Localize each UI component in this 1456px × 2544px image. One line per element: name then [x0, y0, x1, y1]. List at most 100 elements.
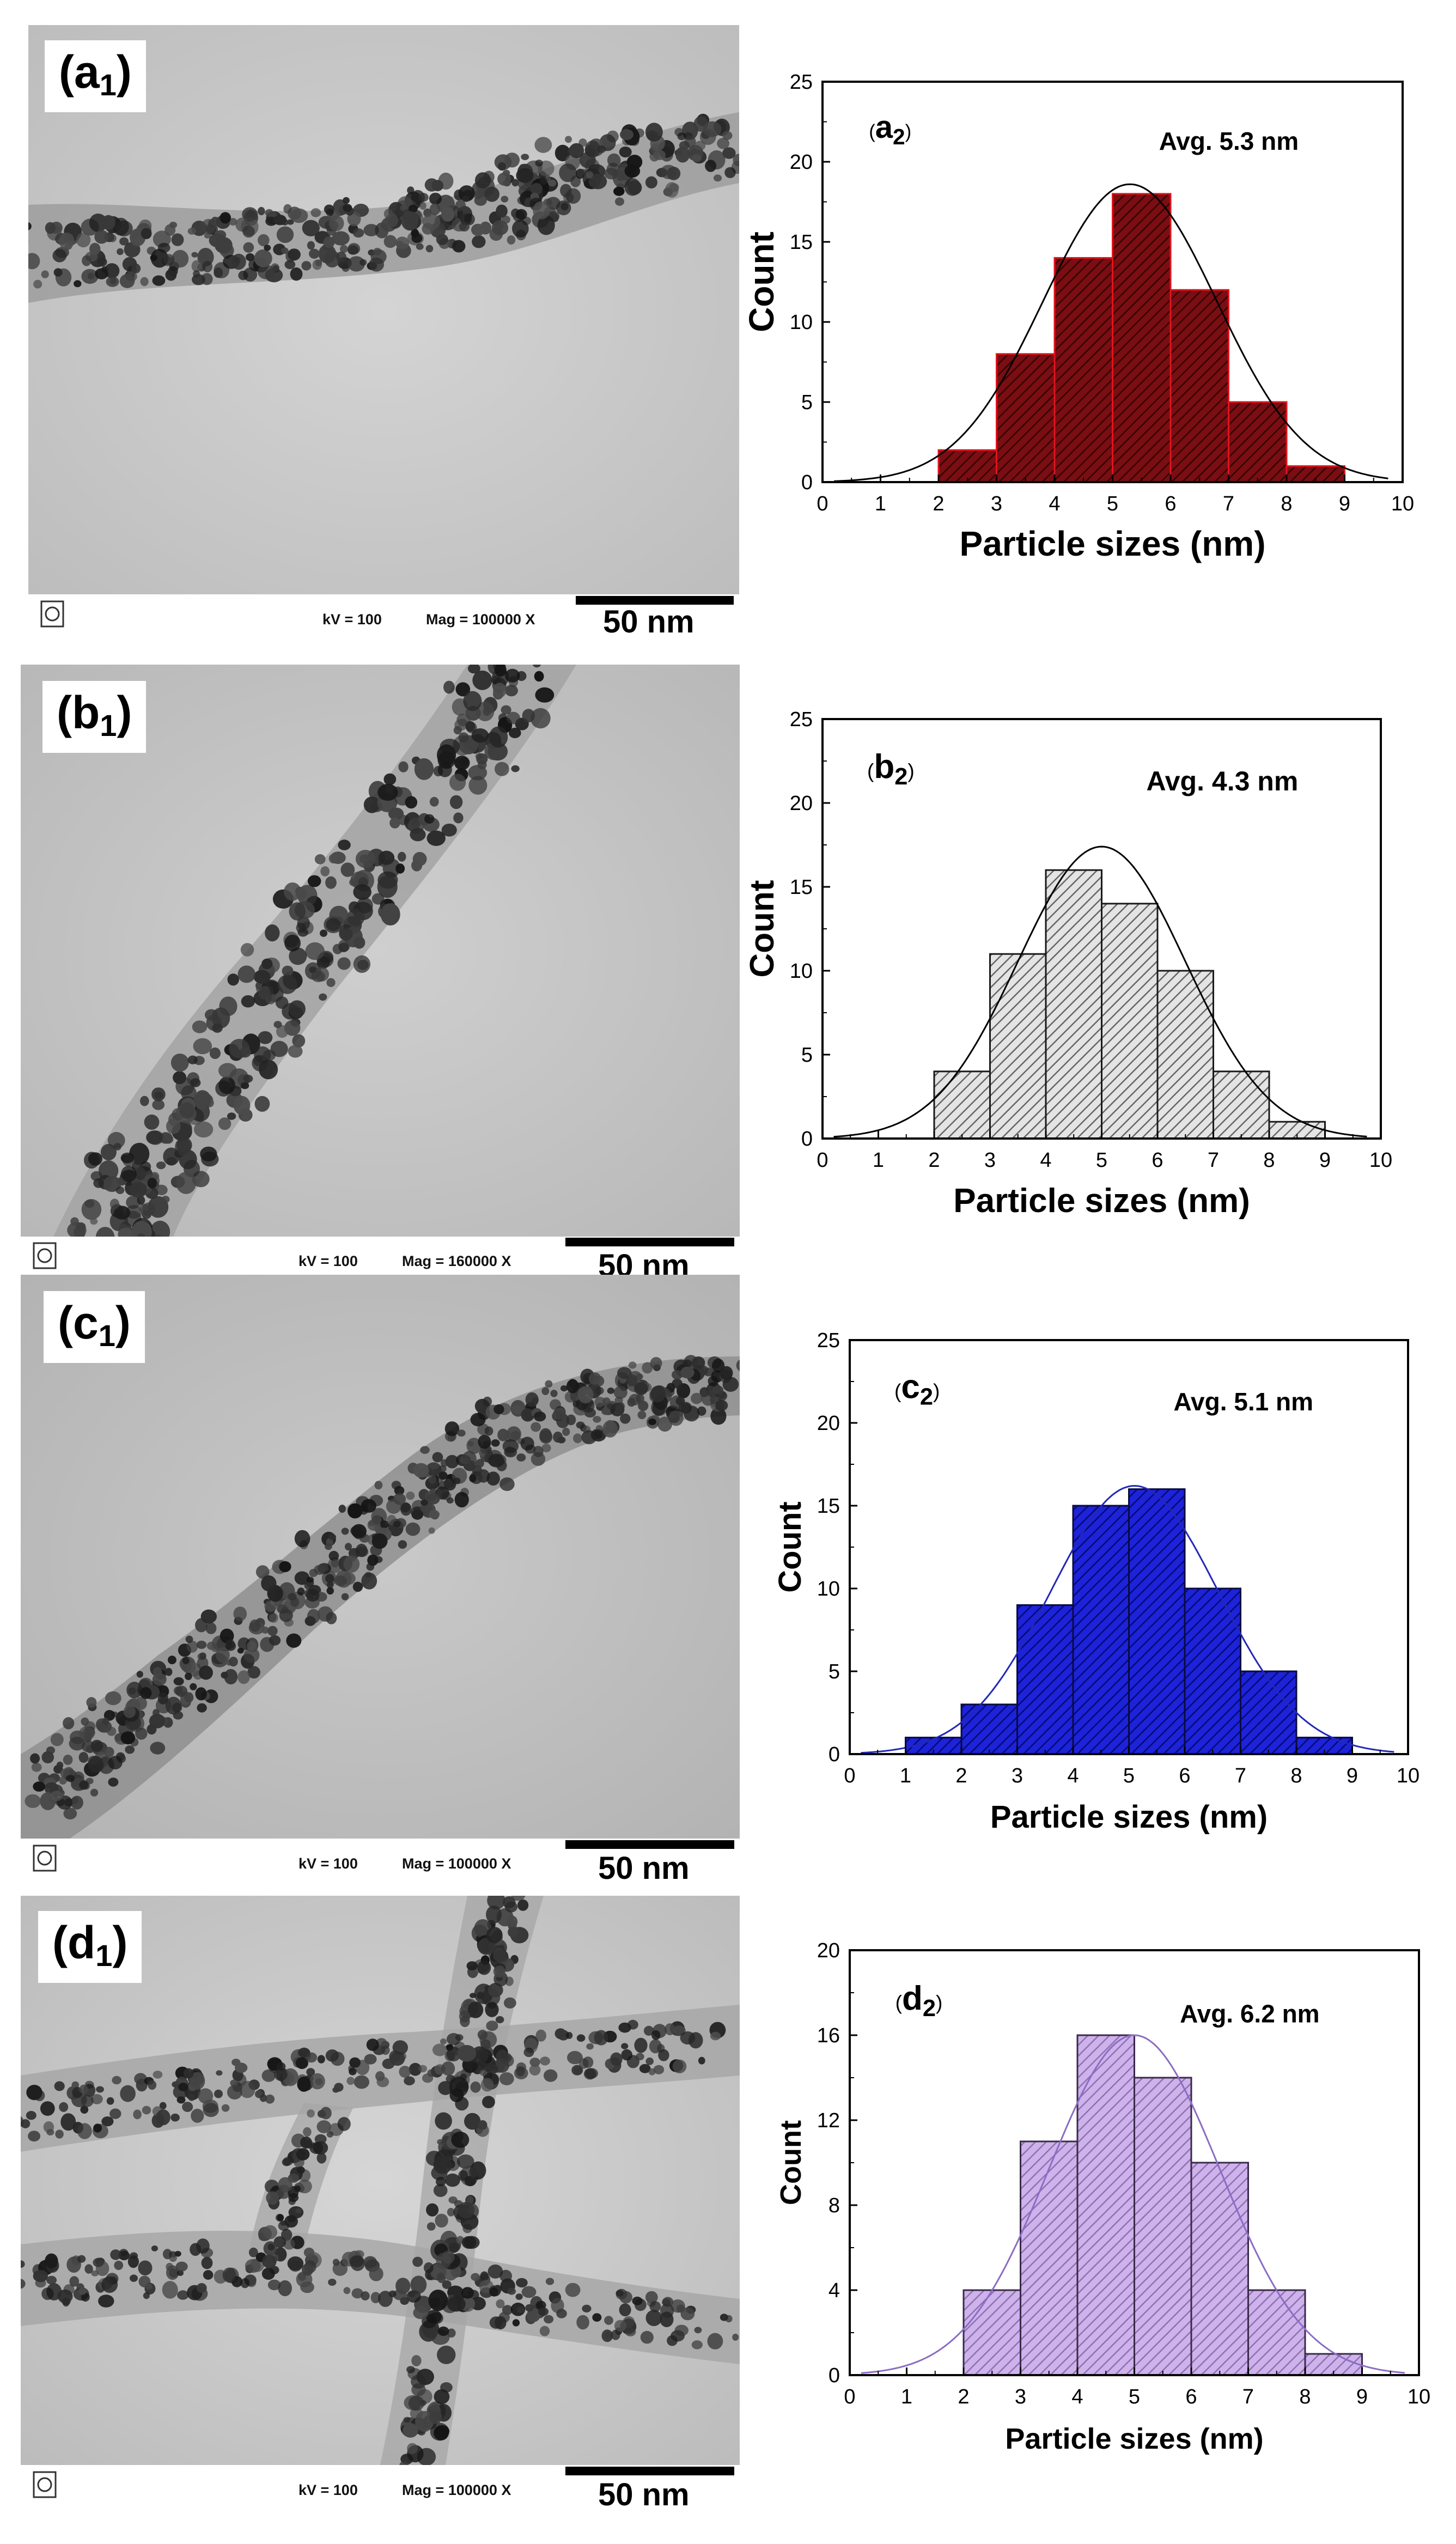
nanoparticle [338, 942, 349, 952]
nanoparticle [637, 1410, 647, 1420]
nanoparticle [446, 2047, 461, 2062]
nanoparticle [95, 268, 108, 279]
nanoparticle [697, 1406, 706, 1416]
nanoparticle [446, 2033, 461, 2046]
nanoparticle [226, 1639, 235, 1650]
nanoparticle [40, 2101, 55, 2116]
nanoparticle [440, 739, 460, 756]
nanoparticle [118, 1227, 134, 1237]
y-tick-label: 5 [828, 1660, 840, 1683]
nanoparticle [607, 153, 621, 167]
nanoparticle [444, 2173, 460, 2187]
nanoparticle [413, 2306, 429, 2320]
nanoparticle [260, 1637, 275, 1652]
nanoparticle [346, 2077, 355, 2085]
nanoparticle [440, 1459, 448, 1467]
nanoparticle [334, 2083, 344, 2092]
nanoparticle [453, 812, 464, 824]
nanoparticle [672, 1370, 683, 1380]
nanoparticle [484, 186, 499, 202]
nanoparticle [312, 259, 322, 270]
nanoparticle [645, 176, 657, 188]
nanoparticle [447, 2296, 466, 2312]
nanoparticle [325, 876, 337, 889]
nanoparticle [516, 2278, 528, 2288]
nanoparticle [720, 1366, 733, 1380]
nanoparticle [177, 2290, 189, 2300]
nanoparticle [422, 223, 434, 235]
nanoparticle [427, 2222, 436, 2231]
nanoparticle [427, 830, 446, 846]
nanoparticle [515, 209, 527, 220]
nanoparticle [474, 172, 491, 188]
nanoparticle [284, 260, 296, 270]
nanoparticle [476, 753, 488, 765]
nanoparticle [247, 1641, 257, 1652]
nanoparticle [621, 2043, 629, 2049]
nanoparticle [130, 2274, 138, 2282]
nanoparticle [81, 2095, 94, 2107]
nanoparticle [389, 817, 400, 829]
nanoparticle [152, 1099, 165, 1110]
x-tick-label: 6 [1165, 492, 1176, 515]
nanoparticle [292, 1034, 306, 1048]
nanoparticle [59, 1776, 67, 1785]
nanoparticle [112, 217, 129, 236]
nanoparticle [480, 2271, 489, 2281]
nanoparticle [458, 2202, 475, 2219]
nanoparticle [680, 2307, 695, 2321]
nanoparticle [645, 2057, 654, 2065]
nanoparticle [429, 203, 441, 216]
nanoparticle [443, 680, 455, 694]
nanoparticle [155, 1184, 168, 1196]
nanoparticle [555, 2028, 566, 2040]
nanoparticle [538, 2307, 549, 2316]
nanoparticle [428, 2290, 448, 2311]
nanoparticle [472, 670, 492, 690]
nanoparticle [523, 2047, 534, 2058]
nanoparticle [511, 179, 519, 187]
nanoparticle [273, 1021, 282, 1028]
nanoparticle [84, 2264, 93, 2274]
nanoparticle [119, 237, 129, 246]
nanoparticle [297, 2179, 312, 2194]
nanoparticle [586, 171, 594, 179]
histogram-bar [1076, 2034, 1135, 2376]
nanoparticle [63, 1807, 77, 1819]
nanoparticle [354, 2075, 369, 2089]
nanoparticle [209, 1047, 221, 1059]
nanoparticle [114, 2261, 124, 2270]
nanoparticle [218, 1076, 235, 1094]
nanoparticle [502, 2305, 513, 2315]
nanoparticle [93, 1178, 104, 1188]
nanoparticle [406, 1492, 415, 1500]
nanoparticle [105, 1691, 121, 1706]
nanoparticle [167, 1656, 176, 1665]
nanoparticle [320, 866, 330, 877]
nanoparticle [619, 2303, 631, 2317]
nanoparticle [628, 1361, 637, 1369]
nanoparticle [529, 2064, 541, 2076]
nanoparticle [495, 665, 507, 677]
nanoparticle [477, 2030, 488, 2040]
nanoparticle [484, 1426, 494, 1436]
nanoparticle [512, 220, 529, 238]
nanoparticle [190, 1078, 201, 1087]
nanoparticle [645, 123, 663, 142]
histogram-svg-b: 0 1 2 3 4 5 6 7 8 9 10 0 5 10 15 20 25 Particle sizes (nm… [744, 708, 1392, 1220]
nanoparticle [90, 1788, 99, 1797]
nanoparticle [736, 1359, 740, 1371]
nanoparticle [463, 691, 482, 711]
nanoparticle [218, 1117, 232, 1130]
nanoparticle [198, 2088, 214, 2104]
nanoparticle [694, 141, 706, 151]
nanoparticle [182, 2102, 193, 2112]
nanoparticle [120, 1731, 136, 1745]
nanoparticle [461, 2287, 474, 2299]
nanoparticle [478, 1434, 491, 1449]
nanoparticle [123, 1705, 136, 1718]
nanoparticle [438, 1471, 448, 1480]
nanoparticle [214, 267, 223, 278]
nanoparticle [176, 1172, 197, 1194]
